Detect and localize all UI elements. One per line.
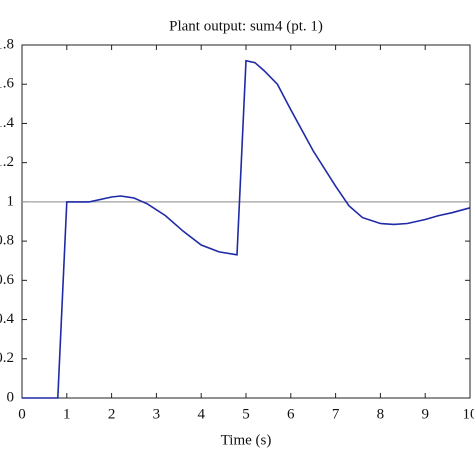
x-tick-label: 3	[153, 406, 161, 422]
x-tick-label: 2	[108, 406, 116, 422]
data-line	[22, 59, 471, 399]
x-tick-label: 7	[332, 406, 340, 422]
y-tick-label: 0.8	[0, 233, 14, 249]
x-tick-label: 6	[287, 406, 295, 422]
chart-title: Plant output: sum4 (pt. 1)	[169, 18, 323, 34]
x-tick-label: 10	[463, 406, 474, 422]
y-tick-label: 1.4	[0, 115, 15, 131]
y-tick-label: 1.6	[0, 76, 15, 92]
x-tick-label: 1	[63, 406, 71, 422]
x-tick-label: 5	[242, 406, 250, 422]
y-tick-label: 0.4	[0, 311, 15, 327]
x-axis-label: Time (s)	[221, 432, 272, 448]
y-tick-label: 1	[7, 193, 15, 209]
plot-frame	[21, 44, 471, 399]
x-tick-label: 0	[18, 406, 26, 422]
y-tick-label: 0.2	[0, 350, 14, 366]
y-tick-label: 1.2	[0, 154, 14, 170]
x-tick-label: 8	[377, 406, 385, 422]
x-tick-label: 9	[421, 406, 429, 422]
x-tick-label: 4	[197, 406, 205, 422]
y-tick-label: 0	[7, 389, 15, 405]
y-tick-label: 0.6	[0, 272, 15, 288]
y-tick-label: 1.8	[0, 36, 14, 52]
